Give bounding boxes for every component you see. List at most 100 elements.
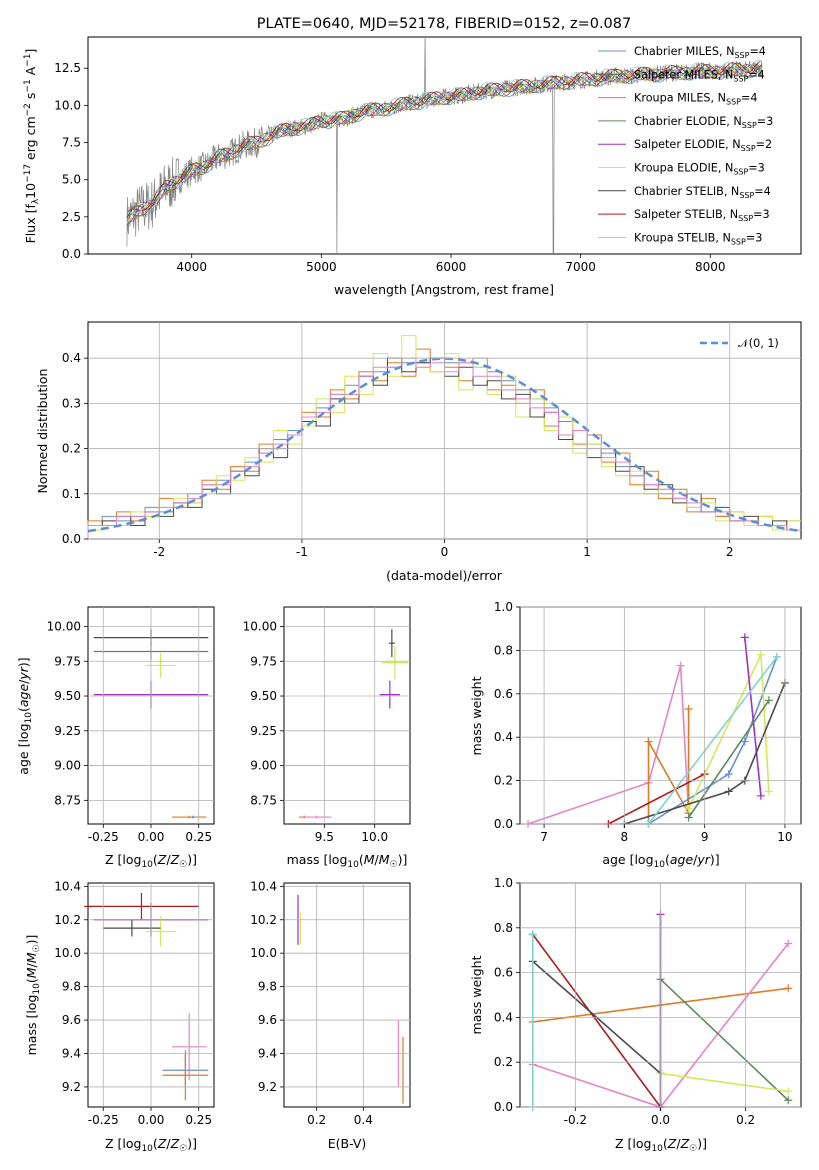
- x-tick-label: -1: [296, 545, 308, 559]
- weight-marker: [756, 650, 765, 659]
- weight-line: [659, 978, 789, 1101]
- spectrum-plot-area: [126, 37, 763, 254]
- x-tick-label: 7000: [565, 260, 596, 274]
- weight-marker: [528, 930, 537, 939]
- y-tick-label: 10.2: [54, 913, 81, 927]
- y-tick-label: 10.2: [250, 913, 277, 927]
- x-tick-label: 0.25: [185, 830, 212, 844]
- weight-line: [687, 654, 770, 810]
- z-age-ylabel: age [log10(age/yr)]: [16, 657, 34, 774]
- model-spectrum-line: [126, 63, 762, 224]
- y-tick-label: 0.2: [494, 1055, 513, 1069]
- x-tick-label: 0.2: [307, 1113, 326, 1127]
- weight-marker: [740, 737, 749, 746]
- weight-marker: [784, 984, 793, 993]
- x-tick-label: 0.0: [651, 1113, 670, 1127]
- weight-line: [527, 665, 690, 825]
- data-spectrum-line: [126, 37, 763, 254]
- legend-entry-label: 𝒩(0, 1): [738, 337, 779, 350]
- x-tick-label: 2: [726, 545, 734, 559]
- y-tick-label: 0.4: [494, 1010, 513, 1024]
- y-tick-label: 0.6: [494, 966, 513, 980]
- y-tick-label: 7.5: [62, 136, 81, 150]
- x-tick-label: 8000: [695, 260, 726, 274]
- weight-marker: [724, 787, 733, 796]
- y-tick-label: 12.5: [54, 61, 81, 75]
- x-tick-label: -0.25: [88, 830, 119, 844]
- y-tick-label: 0.4: [62, 351, 81, 365]
- legend-entry-label: Salpeter STELIB, NSSP=3: [634, 208, 770, 223]
- z-age-panel: -0.25 0.00 0.25 8.75 9.00 9.25 9.50 9.75 10.00 Z…: [16, 606, 215, 870]
- x-tick-label: 0.25: [185, 1113, 212, 1127]
- y-tick-label: 9.6: [258, 1013, 277, 1027]
- weight-z-xlabel: Z [log10(Z/Z☉)]: [615, 1136, 707, 1154]
- model-spectrum-line: [126, 64, 762, 220]
- y-tick-label: 9.4: [62, 1047, 81, 1061]
- y-tick-label: 9.2: [62, 1080, 81, 1094]
- ebv-mass-xlabel: E(B-V): [328, 1136, 367, 1151]
- residual-ylabel: Normed distribution: [35, 369, 50, 494]
- weight-line: [648, 656, 778, 825]
- y-tick-label: 9.50: [54, 689, 81, 703]
- x-tick-label: 10.0: [361, 830, 388, 844]
- y-tick-label: 9.75: [54, 654, 81, 668]
- weight-age-xlabel: age [log10(age/yr)]: [602, 852, 719, 870]
- x-tick-label: 6000: [436, 260, 467, 274]
- weight-age-ylabel: mass weight: [469, 676, 484, 755]
- legend-entry-label: Chabrier STELIB, NSSP=4: [634, 185, 771, 200]
- y-tick-label: 0.4: [494, 730, 513, 744]
- x-tick-label: 4000: [176, 260, 207, 274]
- spectrum-xlabel: wavelength [Angstrom, rest frame]: [334, 282, 554, 297]
- y-tick-label: 1.0: [494, 876, 513, 890]
- mass-age-plot-area: [299, 629, 408, 819]
- weight-marker: [740, 633, 749, 642]
- x-tick-label: 8: [621, 830, 629, 844]
- weight-marker: [684, 704, 693, 713]
- y-tick-label: 10.00: [243, 619, 277, 633]
- mass-age-xlabel: mass [log10(M/M☉)]: [287, 852, 408, 870]
- ebv-mass-axes: 0.2 0.4 9.2 9.4 9.6 9.8 10.0 10.2 10.4: [250, 879, 410, 1127]
- y-tick-label: 0.0: [62, 247, 81, 261]
- x-tick-label: 9.5: [315, 830, 334, 844]
- x-tick-label: 9: [701, 830, 709, 844]
- y-tick-label: 0.8: [494, 921, 513, 935]
- y-tick-label: 9.25: [54, 724, 81, 738]
- weight-marker: [772, 652, 781, 661]
- y-tick-label: 9.50: [250, 689, 277, 703]
- y-tick-label: 10.00: [47, 619, 81, 633]
- y-tick-label: 9.8: [62, 980, 81, 994]
- residual-legend: 𝒩(0, 1): [700, 337, 779, 350]
- mass-age-axes-frame: [283, 606, 411, 825]
- model-spectrum-line: [126, 60, 762, 214]
- legend-entry-label: Kroupa MILES, NSSP=4: [634, 92, 757, 107]
- x-tick-label: -0.25: [88, 1113, 119, 1127]
- y-tick-label: 0.2: [494, 774, 513, 788]
- x-tick-label: 1: [583, 545, 591, 559]
- y-tick-label: 9.4: [258, 1047, 277, 1061]
- legend-entry-label: Salpeter MILES, NSSP=4: [634, 68, 765, 83]
- mass-age-panel: 9.5 10.0 8.75 9.00 9.25 9.50 9.75 10.00 mass [l…: [243, 606, 411, 870]
- x-tick-label: 7: [540, 830, 548, 844]
- y-tick-label: 10.0: [54, 98, 81, 112]
- spectrum-ylabel: Flux [fλ10−17 erg cm−2 s−1 A−1]: [23, 49, 41, 244]
- weight-marker: [784, 1096, 793, 1105]
- weight-line: [532, 934, 662, 1108]
- weight-marker: [676, 661, 685, 670]
- weight-marker: [764, 787, 773, 796]
- legend-entry-label: Kroupa ELODIE, NSSP=3: [634, 162, 765, 177]
- model-spectrum-line: [126, 60, 762, 214]
- x-tick-label: 0.2: [736, 1113, 755, 1127]
- y-tick-label: 0.0: [494, 1100, 513, 1114]
- x-tick-label: 0.4: [354, 1113, 373, 1127]
- legend-entry-label: Salpeter ELODIE, NSSP=2: [634, 138, 772, 153]
- y-tick-label: 10.0: [250, 946, 277, 960]
- weight-line: [744, 637, 762, 796]
- weight-marker: [724, 770, 733, 779]
- x-tick-label: 10: [777, 830, 792, 844]
- spectrum-axes-frame: [87, 36, 802, 255]
- y-tick-label: 0.0: [494, 817, 513, 831]
- spectrum-axes: 4000 5000 6000 7000 8000 0.0 2.5 5.0 7.5 10.0 12.5: [54, 61, 725, 274]
- spectrum-panel: 4000 5000 6000 7000 8000 0.0 2.5 5.0 7.5 10.0 12.5…: [23, 36, 802, 297]
- residual-axes: -2 -1 0 1 2 0.0 0.1 0.2 0.3 0.4: [62, 322, 801, 559]
- residual-panel: -2 -1 0 1 2 0.0 0.1 0.2 0.3 0.4 (data-model)/erro…: [35, 321, 802, 583]
